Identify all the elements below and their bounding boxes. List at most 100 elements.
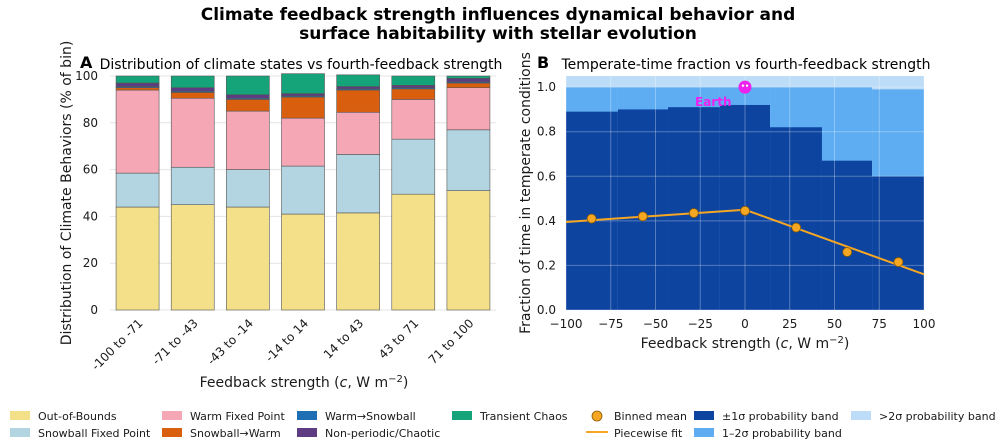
panel-a-y-tick-label: 0 [90,303,98,317]
bar-segment-warm_fixed [391,99,436,140]
panel-b-title: Temperate-time fraction vs fourth-feedba… [560,57,930,73]
bar-segment-snowball_fixed [446,129,491,191]
panel-a-bars [115,73,491,311]
bar-segment-snowball_warm [281,96,325,119]
panel-b-y-tick-label: 1.0 [537,80,556,94]
band-1sigma-bin [617,109,669,310]
binned-mean-point [637,211,648,222]
panel-b: Earth 0.0 0.2 0.4 0.6 0.8 1.0 −100 −75 −50 −25 0 2… [518,52,935,352]
panel-b-y-label: Fraction of time in temperate conditions [518,52,534,334]
panel-a-x-tick-label: -14 to 14 [263,316,311,364]
panel-a-x-label: Feedback strength (c, W m−2) [200,374,409,391]
bar-segment-warm_fixed [170,97,215,168]
bar-segment-nonperiodic [391,85,436,89]
bar-segment-snowball_warm [115,87,160,91]
binned-mean-point [791,222,802,233]
legend-swatch-gt2sigma [851,411,871,420]
panel-b-y-tick-label: 0.8 [537,125,556,139]
legend-label-binned-mean: Binned mean [614,410,687,423]
panel-b-x-tick-label: −50 [643,317,668,331]
bar-segment-nonperiodic [446,78,491,83]
bar-segment-snowball_warm [391,88,436,100]
legend-swatch-snowball-fixed [10,428,30,437]
panel-b-y-tick-label: 0.4 [537,214,556,228]
bar-segment-out_of_bounds [226,206,270,311]
panel-a-y-tick-label: 80 [83,116,98,130]
bar-segment-snowball_warm [170,92,215,99]
bar-segment-snowball_warm [226,99,270,112]
legend-label-warm-snowball: Warm→Snowball [325,410,416,423]
bar-segment-transient [391,75,436,86]
figure-title-line2: surface habitability with stellar evolut… [299,24,697,44]
panel-b-x-tick-label: −100 [550,317,583,331]
legend: Out-of-Bounds Snowball Fixed Point Warm … [10,410,996,440]
legend-swatch-nonperiodic [297,428,317,437]
bar-segment-snowball_fixed [226,169,270,208]
bar-segment-warm_fixed [336,111,380,155]
bar-segment-out_of_bounds [170,204,215,311]
panel-b-y-tick-label: 0.2 [537,258,556,272]
legend-label-snowball-warm: Snowball→Warm [190,427,281,440]
panel-b-x-tick-label: −75 [598,317,623,331]
panel-b-gridlines [565,76,925,311]
bar-segment-warm_fixed [446,87,491,131]
legend-marker-binned-mean [591,410,603,422]
panel-b-x-tick-label: 50 [827,317,842,331]
bar-segment-warm_fixed [226,110,270,170]
panel-b-x-tick-label: 75 [872,317,887,331]
bar-segment-warm_fixed [115,89,160,174]
band-1sigma-bin [821,160,873,310]
band-1sigma-bin [872,176,924,310]
legend-label-nonperiodic: Non-periodic/Chaotic [325,427,440,440]
panel-a-x-tick-label: -43 to -14 [204,316,256,368]
panel-b-x-tick-label: 25 [782,317,797,331]
legend-label-2sigma: 1–2σ probability band [722,427,842,440]
panel-a-y-tick-label: 40 [83,209,98,223]
bar-segment-transient [226,75,270,96]
earth-marker-detail [741,84,745,87]
panel-b-x-ticks: −100 −75 −50 −25 0 25 50 75 100 [550,317,936,331]
legend-swatch-2sigma [694,428,714,437]
binned-mean-point [688,208,699,218]
panel-b-y-ticks: 0.0 0.2 0.4 0.6 0.8 1.0 [537,80,556,317]
earth-label: Earth [695,95,732,109]
panel-b-y-tick-label: 0.6 [537,169,556,183]
panel-b-x-tick-label: 0 [741,317,749,331]
panel-a-y-tick-label: 60 [83,163,98,177]
earth-marker-detail [745,84,749,87]
panel-a-y-tick-label: 100 [75,69,98,83]
legend-label-snowball-fixed: Snowball Fixed Point [38,427,151,440]
panel-a-y-ticks: 0 20 40 60 80 100 [75,69,98,317]
bar-segment-transient [446,75,491,79]
band-1sigma-bin [770,127,822,310]
bar-segment-snowball_fixed [281,165,325,215]
legend-label-out-of-bounds: Out-of-Bounds [38,410,117,423]
bar-segment-nonperiodic [281,93,325,97]
panel-b-x-label: Feedback strength (c, W m−2) [641,335,850,352]
bar-segment-warm_fixed [281,117,325,167]
legend-label-warm-fixed: Warm Fixed Point [190,410,285,423]
earth-marker [738,80,752,94]
legend-label-gt2sigma: >2σ probability band [879,410,996,423]
bar-segment-out_of_bounds [446,190,491,311]
panel-a-letter: A [80,53,93,72]
bar-segment-transient [170,75,215,88]
legend-swatch-warm-fixed [162,411,182,420]
panel-a-x-tick-label: 14 to 43 [321,316,366,361]
panel-a-x-tick-label: -71 to -43 [149,316,201,368]
panel-a-y-tick-label: 20 [83,256,98,270]
legend-swatch-transient [452,411,472,420]
bar-segment-transient [115,75,160,84]
panel-a-x-tick-label: 43 to 71 [376,316,421,361]
legend-swatch-1sigma [694,411,714,420]
legend-swatch-warm-snowball [297,411,317,420]
binned-mean-point [586,213,597,224]
bar-segment-out_of_bounds [281,213,325,311]
legend-label-transient: Transient Chaos [479,410,568,423]
legend-swatch-out-of-bounds [10,411,30,420]
panel-b-x-tick-label: −25 [688,317,713,331]
bar-segment-snowball_warm [336,89,380,113]
bar-segment-transient [281,73,325,94]
legend-label-piecewise-fit: Piecewise fit [614,427,683,440]
panel-b-x-tick-label: 100 [913,317,936,331]
